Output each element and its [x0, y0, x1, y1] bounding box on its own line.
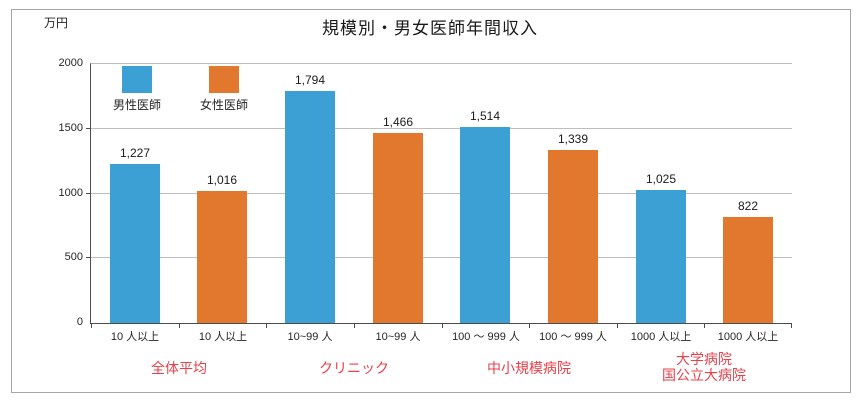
plot-area: 0 500 1000 1500 2000 1,227 10 人以上 1,016 10 人以上 1,… [59, 57, 792, 383]
group-label: 大学病院 国公立大病院 [662, 351, 746, 384]
bar-女性医師 [197, 191, 247, 323]
bar-value-label: 1,794 [294, 73, 326, 87]
bar-男性医師 [285, 91, 335, 323]
y-axis-tick-mark [86, 127, 90, 129]
bar-男性医師 [460, 127, 510, 323]
x-axis-tick-mark [266, 323, 267, 328]
legend-swatch-male [122, 66, 152, 93]
bar-value-label: 1,339 [557, 132, 589, 146]
x-axis-tick-mark [179, 323, 180, 328]
y-axis-tick-label: 1000 [58, 186, 83, 199]
x-axis-category-label: 10~99 人 [287, 331, 333, 343]
group-label: 全体平均 [151, 360, 207, 376]
bar-女性医師 [548, 150, 598, 323]
x-axis-tick-mark [704, 323, 705, 328]
bar-女性医師 [373, 133, 423, 323]
x-axis-tick-mark [529, 323, 530, 328]
gridline-1500 [91, 127, 792, 129]
y-axis-unit-label: 万円 [44, 16, 69, 30]
y-axis-tick-mark [86, 257, 90, 259]
x-axis-category-label: 10~99 人 [375, 331, 421, 343]
x-axis-tick-mark [617, 323, 618, 328]
x-axis-category-label: 10 人以上 [110, 331, 160, 343]
y-axis-tick-label: 1500 [58, 121, 83, 134]
group-label: クリニック [319, 360, 389, 376]
x-axis-tick-mark [442, 323, 443, 328]
x-axis-category-label: 100 ～ 999 人 [452, 331, 520, 343]
bar-value-label: 1,227 [119, 146, 151, 160]
x-axis-category-label: 10 人以上 [198, 331, 248, 343]
x-axis-tick-mark [791, 323, 792, 328]
bar-男性医師 [636, 190, 686, 323]
y-axis-tick-label: 0 [76, 316, 83, 328]
y-axis-tick-label: 500 [64, 251, 83, 264]
legend-swatch-female [209, 66, 239, 93]
bar-男性医師 [110, 164, 160, 323]
legend-label: 女性医師 [199, 98, 248, 112]
group-label: 中小規模病院 [487, 360, 571, 376]
legend-label: 男性医師 [112, 98, 161, 112]
bar-value-label: 1,466 [382, 115, 414, 129]
y-axis-tick-label: 2000 [58, 57, 83, 69]
x-axis-tick-mark [354, 323, 355, 328]
x-axis-tick-mark [91, 323, 92, 328]
x-axis-category-label: 1000 人以上 [630, 331, 692, 343]
legend-item: 女性医師 [193, 65, 255, 113]
bar-女性医師 [723, 217, 773, 323]
chart-title: 規模別・男女医師年間収入 [322, 19, 538, 38]
bar-value-label: 1,025 [645, 172, 677, 186]
x-axis-category-label: 1000 人以上 [717, 331, 779, 343]
gridline-1000 [91, 192, 792, 194]
x-axis-category-label: 100 ～ 999 人 [539, 331, 607, 343]
bar-value-label: 822 [737, 199, 759, 213]
bar-value-label: 1,514 [469, 109, 501, 123]
bar-value-label: 1,016 [206, 173, 238, 187]
legend-item: 男性医師 [106, 65, 168, 113]
chart-border [11, 9, 851, 393]
gridline-500 [91, 257, 792, 259]
y-axis-tick-mark [86, 192, 90, 194]
